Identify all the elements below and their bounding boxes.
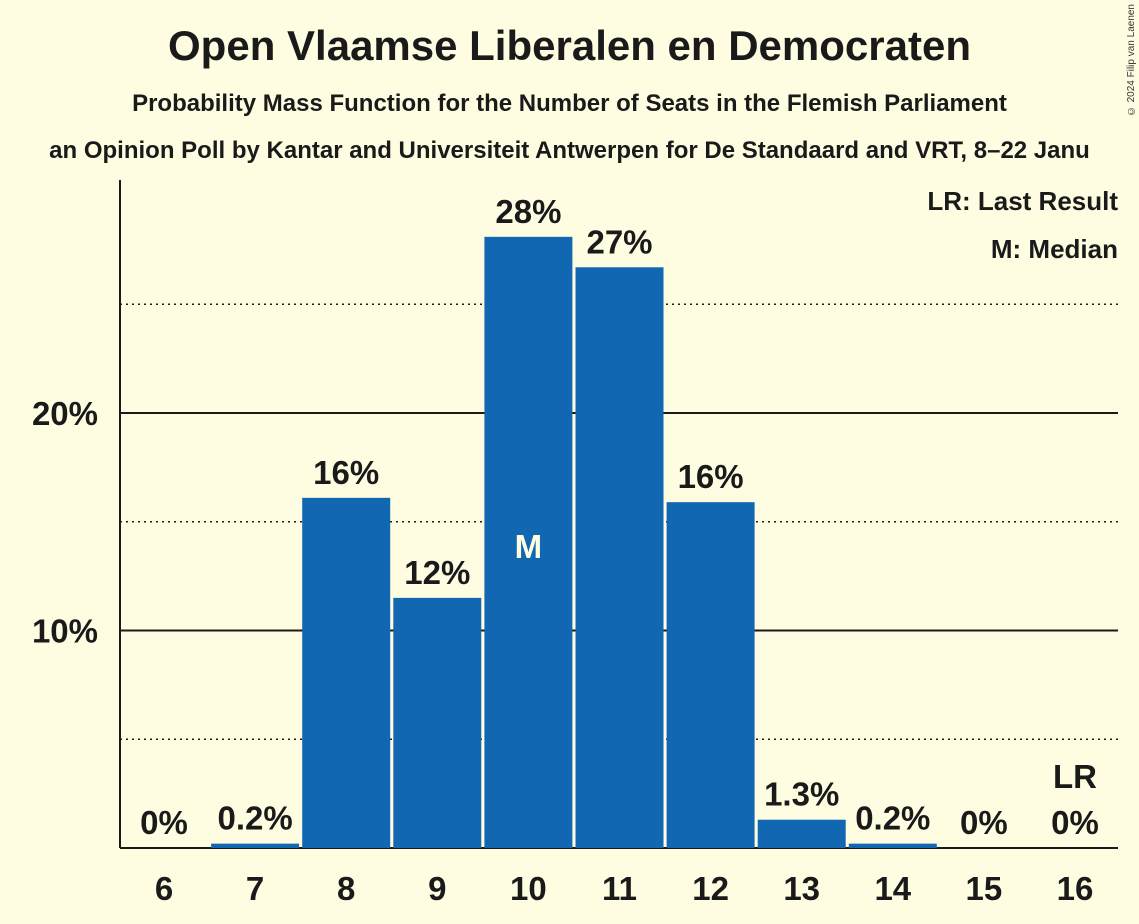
data-label: 0% xyxy=(960,804,1008,841)
chart-subtitle: Probability Mass Function for the Number… xyxy=(132,90,1007,117)
x-tick-label: 16 xyxy=(1057,870,1094,907)
data-label: 27% xyxy=(586,223,652,260)
data-label: 12% xyxy=(404,554,470,591)
x-tick-label: 11 xyxy=(602,870,637,907)
bar xyxy=(666,502,755,848)
data-label: 0.2% xyxy=(855,800,930,837)
x-tick-label: 12 xyxy=(692,870,729,907)
legend-median: M: Median xyxy=(991,234,1118,264)
x-tick-label: 6 xyxy=(155,870,173,907)
x-tick-label: 15 xyxy=(966,870,1003,907)
bar xyxy=(484,236,573,848)
data-label: 28% xyxy=(495,193,561,230)
median-marker: M xyxy=(515,528,543,565)
bar xyxy=(302,497,391,848)
y-tick-label: 10% xyxy=(32,613,98,650)
last-result-marker: LR xyxy=(1053,758,1097,795)
legend-last-result: LR: Last Result xyxy=(927,186,1118,216)
bar xyxy=(575,267,664,848)
bars xyxy=(211,236,937,848)
data-label: 0% xyxy=(140,804,188,841)
x-tick-label: 13 xyxy=(783,870,820,907)
bar xyxy=(211,843,300,848)
data-label: 0.2% xyxy=(217,800,292,837)
data-label: 16% xyxy=(313,454,379,491)
labels: 10% 20% 0% 6 0.2% 7 16% 8 12% 9 28% 10 M 27% 11 16% 12 1.… xyxy=(32,193,1099,907)
data-label: 0% xyxy=(1051,804,1099,841)
legend: LR: Last Result M: Median xyxy=(927,186,1118,264)
x-tick-label: 7 xyxy=(246,870,264,907)
y-tick-label: 20% xyxy=(32,395,98,432)
x-tick-label: 8 xyxy=(337,870,355,907)
bar xyxy=(393,597,482,848)
data-label: 1.3% xyxy=(764,776,839,813)
chart-source: an Opinion Poll by Kantar and Universite… xyxy=(49,137,1090,164)
x-tick-label: 10 xyxy=(510,870,547,907)
x-tick-label: 14 xyxy=(874,870,911,907)
chart-title: Open Vlaamse Liberalen en Democraten xyxy=(168,22,971,69)
bar xyxy=(848,843,937,848)
data-label: 16% xyxy=(678,458,744,495)
bar xyxy=(757,819,846,848)
x-tick-label: 9 xyxy=(428,870,446,907)
